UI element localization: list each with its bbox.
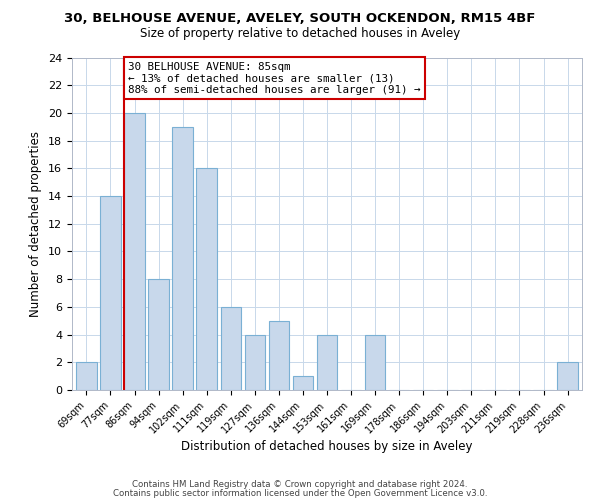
X-axis label: Distribution of detached houses by size in Aveley: Distribution of detached houses by size …: [181, 440, 473, 453]
Y-axis label: Number of detached properties: Number of detached properties: [29, 130, 43, 317]
Bar: [365, 334, 385, 390]
Bar: [293, 376, 313, 390]
Bar: [172, 127, 193, 390]
Text: Contains public sector information licensed under the Open Government Licence v3: Contains public sector information licen…: [113, 488, 487, 498]
Bar: [100, 196, 121, 390]
Text: 30, BELHOUSE AVENUE, AVELEY, SOUTH OCKENDON, RM15 4BF: 30, BELHOUSE AVENUE, AVELEY, SOUTH OCKEN…: [64, 12, 536, 26]
Bar: [317, 334, 337, 390]
Bar: [196, 168, 217, 390]
Bar: [269, 320, 289, 390]
Bar: [221, 307, 241, 390]
Text: 30 BELHOUSE AVENUE: 85sqm
← 13% of detached houses are smaller (13)
88% of semi-: 30 BELHOUSE AVENUE: 85sqm ← 13% of detac…: [128, 62, 421, 95]
Bar: [124, 113, 145, 390]
Bar: [557, 362, 578, 390]
Text: Size of property relative to detached houses in Aveley: Size of property relative to detached ho…: [140, 28, 460, 40]
Bar: [76, 362, 97, 390]
Bar: [148, 279, 169, 390]
Text: Contains HM Land Registry data © Crown copyright and database right 2024.: Contains HM Land Registry data © Crown c…: [132, 480, 468, 489]
Bar: [245, 334, 265, 390]
